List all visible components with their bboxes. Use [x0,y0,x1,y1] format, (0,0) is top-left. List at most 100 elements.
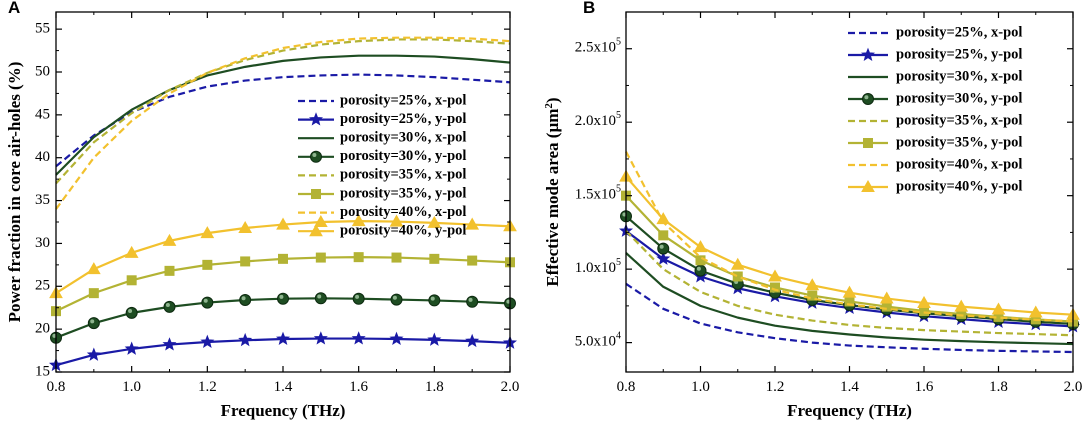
data-point [200,226,215,239]
legend-marker-highlight [864,95,869,100]
legend-label: porosity=35%, y-pol [896,134,1022,150]
x-axis-label: Frequency (THz) [221,401,346,420]
y-tick-label: 55 [35,21,50,37]
legend-label: porosity=25%, y-pol [340,111,466,127]
series-7 [625,151,1074,323]
data-point [352,292,365,305]
legend: porosity=25%, x-pol porosity=25%, y-pol po… [298,92,466,239]
data-point-highlight [430,296,435,301]
x-tick-label: 1.2 [766,379,785,395]
legend-item: porosity=30%, x-pol [298,130,466,146]
chart-panel-a: 0.8 1.0 1.2 1.4 1.6 1.8 2.0 15 20 25 30 35 40 45 50 55 F… [5,0,519,420]
series-5 [625,230,1074,337]
legend-label: porosity=30%, x-pol [340,130,466,146]
legend-item: porosity=40%, x-pol [848,156,1022,172]
data-point [1028,305,1043,318]
series-line [625,151,1074,323]
legend-label: porosity=40%, y-pol [896,178,1022,194]
data-point [351,214,366,227]
y-tick-label: 45 [35,106,50,122]
data-point [162,337,177,351]
data-point [658,230,669,241]
x-tick-label: 1.0 [691,379,710,395]
y-tick-label: 20 [35,321,50,337]
y-tick-label: 5.0x104 [575,331,621,350]
legend-label: porosity=40%, y-pol [340,223,466,239]
y-tick-label: 40 [35,149,50,165]
y-axis-label: Power fraction in core air-holes (%) [5,62,24,323]
x-tick-label: 2.0 [501,379,520,395]
data-point [240,256,251,267]
data-point [315,252,326,263]
data-point [239,294,252,306]
data-point [162,233,177,246]
panel-letter: B [583,0,595,17]
data-point [314,292,327,305]
x-tick-label: 1.8 [425,379,444,395]
data-point [954,299,969,312]
series-5 [55,38,511,185]
data-point [124,245,139,258]
data-point-highlight [696,266,701,271]
y-tick-label: 35 [35,192,50,208]
series-1 [625,282,1074,354]
data-point [429,253,440,264]
data-point [126,275,137,286]
data-point [275,331,291,345]
data-point [805,278,820,291]
data-point [657,242,670,255]
legend-item: porosity=25%, x-pol [298,92,466,108]
legend-label: porosity=35%, x-pol [896,112,1022,128]
series-8 [619,169,1080,320]
series-6 [621,190,1078,327]
x-tick-label: 2.0 [1064,379,1083,395]
series-6 [51,252,515,317]
legend-label: porosity=30%, y-pol [896,90,1022,106]
data-point-highlight [355,294,360,299]
data-point [124,341,139,355]
series-line [55,36,511,210]
x-tick-label: 1.6 [349,379,368,395]
series-4 [50,292,516,344]
data-point [467,255,478,266]
panel-letter: A [8,0,20,17]
legend-item: porosity=35%, y-pol [848,134,1022,150]
legend-marker-highlight [312,153,317,157]
x-tick-label: 0.8 [47,379,66,395]
legend-label: porosity=25%, x-pol [896,24,1022,40]
series-7 [55,36,511,210]
legend-marker [863,138,873,148]
y-tick-label: 15 [35,363,50,379]
data-point [87,317,100,330]
data-point [88,288,99,299]
data-point [466,295,479,308]
data-point [201,296,214,309]
data-point [768,269,782,282]
data-point [694,264,707,277]
data-point-highlight [392,295,397,300]
data-point [86,347,101,361]
y-tick-label: 25 [35,278,50,294]
data-point [656,212,671,225]
data-point [163,300,176,313]
legend-marker [860,47,876,61]
x-tick-label: 1.0 [122,379,141,395]
data-point [86,262,101,275]
data-point [991,302,1006,315]
data-point [389,214,404,227]
data-point [390,293,403,306]
data-point [465,217,480,230]
legend-marker [311,189,321,199]
data-point-highlight [128,309,133,314]
data-point [770,282,780,293]
data-point-highlight [203,298,208,303]
data-point [353,252,364,263]
series-line [625,282,1074,354]
data-point [693,240,708,253]
legend-label: porosity=30%, y-pol [340,148,466,164]
data-point [391,252,402,263]
x-tick-label: 1.6 [915,379,934,395]
data-point-highlight [241,296,246,301]
chart-panel-b: 0.8 1.0 1.2 1.4 1.6 1.8 2.0 5.0x104 1.0x105 1.5x1… [543,0,1082,420]
legend-item: porosity=30%, y-pol [848,90,1022,106]
